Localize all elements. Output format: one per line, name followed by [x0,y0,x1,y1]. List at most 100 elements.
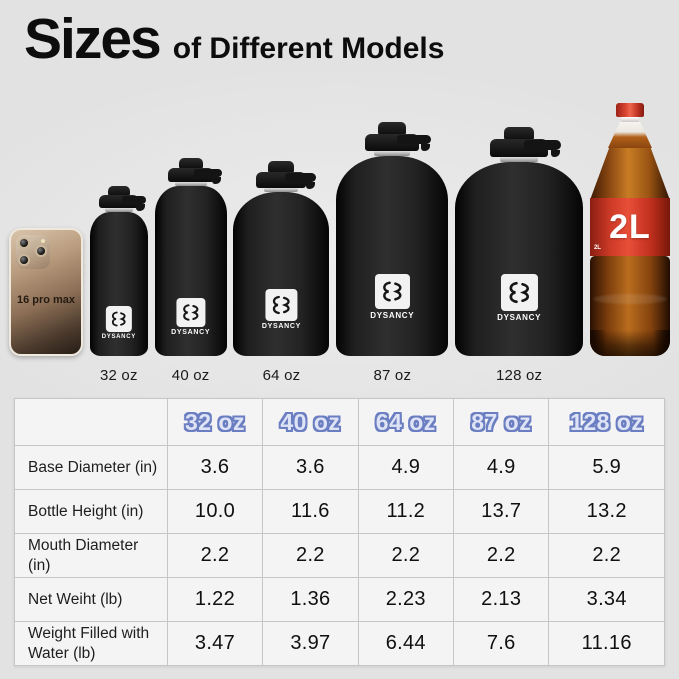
camera-lens-icon [35,245,47,257]
spec-value: 3.6 [166,445,264,490]
spec-value: 4.9 [453,445,550,490]
spec-value: 3.34 [548,577,665,622]
brand-logo-icon [374,274,410,309]
spec-value: 13.2 [548,489,665,534]
spec-value: 2.13 [453,577,550,622]
bottle-lid [167,168,223,184]
spec-value: 2.2 [262,533,359,578]
spec-value: 2.2 [166,533,264,578]
bottle-lid [256,172,317,189]
spec-value: 7.6 [453,621,550,666]
brand-logo: DYSANCY [497,274,541,322]
bottle-neck-ring [264,188,299,192]
spec-table: 32 oz 40 oz 64 oz 87 oz 128 oz Base Diameter … [14,398,665,666]
spec-value: 2.2 [453,533,550,578]
row-label: Bottle Height (in) [14,489,168,534]
bottle-neck-ring [374,151,411,156]
row-label: Base Diameter (in) [14,445,168,490]
bottle-lid [365,134,431,151]
product-40oz: DYSANCY 40 oz [154,158,227,386]
brand-name: DYSANCY [261,323,302,330]
table-row: Net Weiht (lb) 1.22 1.36 2.23 2.13 3.34 [14,577,665,622]
bottle-body: DYSANCY [455,162,584,356]
bottle-handle [523,140,561,157]
bottle-lid [98,195,147,211]
title-subtitle: of Different Models [172,32,445,65]
size-label-40oz: 40 oz [171,366,210,384]
cola-shoulder [590,148,670,198]
table-row: Bottle Height (in) 10.0 11.6 11.2 13.7 13.2 [14,489,665,534]
table-row: Base Diameter (in) 3.6 3.6 4.9 4.9 5.9 [14,445,665,490]
spec-table-corner-cell [14,398,168,446]
spec-value: 13.7 [453,489,550,534]
bottle-handle [285,173,317,189]
cola-2l-text: 2L [609,207,651,246]
spec-value: 11.2 [357,489,455,534]
column-header: 64 oz [357,398,455,446]
size-label-32oz: 32 oz [99,366,138,384]
spec-value: 11.16 [548,621,665,666]
bottle-spout [378,122,407,134]
spec-value: 3.47 [166,621,264,666]
spec-table-wrap: 32 oz 40 oz 64 oz 87 oz 128 oz Base Diameter … [14,398,665,666]
column-header: 40 oz [262,398,359,446]
brand-logo-icon [265,289,298,321]
bottle-body: DYSANCY [233,192,330,356]
row-label: Mouth Diameter (in) [14,533,168,578]
bottle-handle [396,135,431,151]
column-header: 128 oz [548,398,665,446]
bottle-128oz: DYSANCY [455,127,584,356]
title-main: Sizes [24,7,162,71]
brand-logo-icon [500,274,538,311]
size-label-128oz: 128 oz [496,366,543,384]
cola-neck-ring [620,117,639,122]
bottle-spout [504,127,535,139]
bottle-spout [178,158,203,168]
cola-label: 2L 2L [589,198,670,256]
product-cola-2l: 2L 2L [589,103,670,386]
spec-value: 2.23 [357,577,455,622]
page-title: Sizes of Different Models [0,0,679,72]
product-lineup: 16 pro max DYSANCY 32 oz [0,90,679,386]
bottle-spout [268,161,295,172]
cola-cap [615,103,644,117]
bottle-spout [107,186,130,195]
bottle-body: DYSANCY [154,186,227,356]
product-87oz: DYSANCY 87 oz [336,122,449,386]
camera-lens-icon [18,254,30,266]
brand-logo: DYSANCY [171,298,210,336]
product-128oz: DYSANCY 128 oz [455,127,584,386]
bottle-body: DYSANCY [89,212,148,356]
phone-image: 16 pro max [9,228,83,356]
table-row: Weight Filled with Water (lb) 3.47 3.97 6.4… [14,621,665,666]
camera-flash-icon [41,239,45,243]
bottle-40oz: DYSANCY [154,158,227,356]
spec-value: 3.6 [262,445,359,490]
cola-bottle: 2L 2L [589,103,670,356]
phone-camera-icon [16,235,50,269]
bottle-32oz: DYSANCY [89,186,148,356]
spec-value: 1.36 [262,577,359,622]
bottle-neck-ring [500,157,539,162]
spec-value: 4.9 [357,445,455,490]
cola-neck [607,122,652,148]
phone-model-label: 16 pro max [16,294,76,306]
cola-2l-small-text: 2L [593,245,601,251]
brand-name: DYSANCY [101,334,136,340]
bottle-neck-ring [174,182,207,186]
brand-logo: DYSANCY [262,289,301,330]
bottle-lid [490,139,561,157]
bottle-neck-ring [104,208,133,212]
size-label-87oz: 87 oz [373,366,412,384]
table-row: Mouth Diameter (in) 2.2 2.2 2.2 2.2 2.2 [14,533,665,578]
bottle-body: DYSANCY [336,156,449,356]
brand-logo: DYSANCY [102,306,136,340]
brand-name: DYSANCY [171,329,211,336]
bottle-64oz: DYSANCY [233,161,330,356]
spec-value: 2.2 [548,533,665,578]
brand-logo-icon [105,306,132,332]
column-header: 32 oz [166,398,264,446]
cola-lower-body [589,256,670,356]
product-phone: 16 pro max [9,228,83,386]
